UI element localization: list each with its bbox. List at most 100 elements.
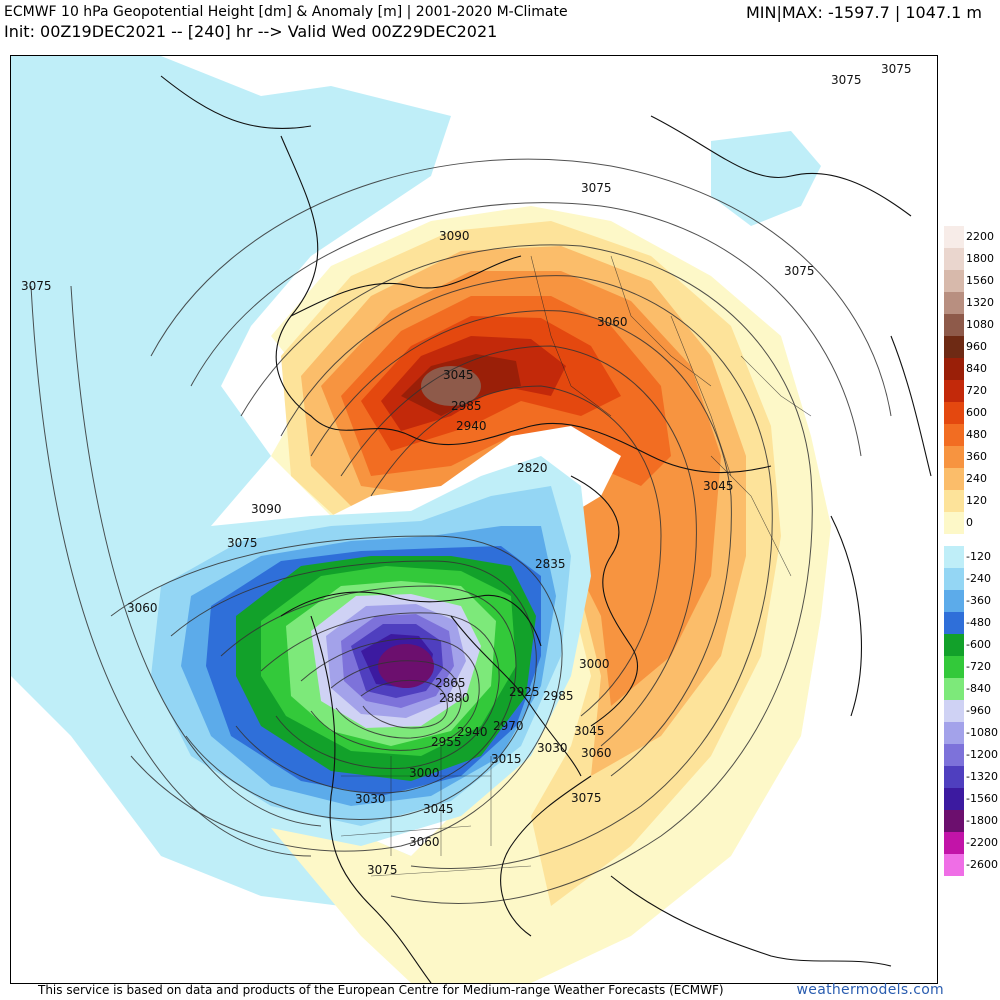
contour-label: 3060 bbox=[127, 601, 158, 615]
legend-swatch bbox=[944, 568, 964, 590]
legend-swatch bbox=[944, 766, 964, 788]
legend-label: 480 bbox=[966, 428, 987, 441]
contour-label: 3090 bbox=[251, 502, 282, 516]
legend-swatch bbox=[944, 656, 964, 678]
contour-label: 3015 bbox=[491, 752, 522, 766]
contour-label: 3075 bbox=[227, 536, 258, 550]
legend-entry: 1080 bbox=[944, 314, 1000, 336]
legend-label: -1320 bbox=[966, 770, 998, 783]
legend-swatch bbox=[944, 590, 964, 612]
legend-entry: 360 bbox=[944, 446, 1000, 468]
contour-label: 2940 bbox=[456, 419, 487, 433]
legend-label: 1080 bbox=[966, 318, 994, 331]
brand-link[interactable]: weathermodels.com bbox=[796, 982, 944, 998]
legend-entry: 240 bbox=[944, 468, 1000, 490]
legend-swatch bbox=[944, 788, 964, 810]
contour-label: 3000 bbox=[579, 657, 610, 671]
legend-positive: 2200 1800 1560 1320 1080 960 840 720 600 480 360 24… bbox=[944, 226, 1000, 534]
anomaly-map: 3075 3075 3075 3075 3075 3090 3060 3045 … bbox=[10, 55, 938, 984]
legend-swatch bbox=[944, 490, 964, 512]
legend-label: 1800 bbox=[966, 252, 994, 265]
contour-label: 3060 bbox=[409, 835, 440, 849]
contour-label: 3075 bbox=[784, 264, 815, 278]
legend-label: 120 bbox=[966, 494, 987, 507]
legend-swatch bbox=[944, 336, 964, 358]
legend-label: 0 bbox=[966, 516, 973, 529]
contour-label: 3045 bbox=[423, 802, 454, 816]
anomaly-min-core bbox=[378, 644, 434, 688]
contour-label: 3060 bbox=[597, 315, 628, 329]
legend-entry: -960 bbox=[944, 700, 1000, 722]
legend-gap bbox=[944, 534, 1000, 546]
legend-swatch bbox=[944, 380, 964, 402]
contour-label: 2835 bbox=[535, 557, 566, 571]
legend-label: -1560 bbox=[966, 792, 998, 805]
legend-entry: 120 bbox=[944, 490, 1000, 512]
legend-label: 960 bbox=[966, 340, 987, 353]
legend-swatch bbox=[944, 810, 964, 832]
anomaly-area-neg-120-west bbox=[11, 56, 451, 906]
legend-entry: 1560 bbox=[944, 270, 1000, 292]
legend-label: 1560 bbox=[966, 274, 994, 287]
legend-swatch bbox=[944, 634, 964, 656]
contour-label: 3045 bbox=[574, 724, 605, 738]
color-legend: 2200 1800 1560 1320 1080 960 840 720 600 480 360 24… bbox=[944, 226, 1000, 876]
legend-label: 720 bbox=[966, 384, 987, 397]
contour-label: 3030 bbox=[537, 741, 568, 755]
contour-label: 3075 bbox=[581, 181, 612, 195]
legend-label: -600 bbox=[966, 638, 991, 651]
contour-label: 3075 bbox=[367, 863, 398, 877]
legend-label: 2200 bbox=[966, 230, 994, 243]
init-valid-line: Init: 00Z19DEC2021 -- [240] hr --> Valid… bbox=[4, 22, 498, 41]
contour-label: 2970 bbox=[493, 719, 524, 733]
legend-label: -720 bbox=[966, 660, 991, 673]
legend-swatch bbox=[944, 832, 964, 854]
legend-label: -240 bbox=[966, 572, 991, 585]
contour-label: 3075 bbox=[881, 62, 912, 76]
legend-entry: -480 bbox=[944, 612, 1000, 634]
height-contours bbox=[30, 158, 892, 904]
legend-swatch bbox=[944, 226, 964, 248]
map-canvas: 3075 3075 3075 3075 3075 3090 3060 3045 … bbox=[11, 56, 932, 983]
legend-swatch bbox=[944, 248, 964, 270]
legend-label: 360 bbox=[966, 450, 987, 463]
legend-entry: -360 bbox=[944, 590, 1000, 612]
legend-swatch bbox=[944, 854, 964, 876]
legend-swatch bbox=[944, 744, 964, 766]
legend-label: 240 bbox=[966, 472, 987, 485]
chart-title: ECMWF 10 hPa Geopotential Height [dm] & … bbox=[4, 4, 568, 20]
legend-entry: 1320 bbox=[944, 292, 1000, 314]
data-credit: This service is based on data and produc… bbox=[38, 983, 724, 997]
contour-labels: 3075 3075 3075 3075 3075 3090 3060 3045 … bbox=[21, 62, 912, 877]
contour-label: 3075 bbox=[831, 73, 862, 87]
legend-swatch bbox=[944, 446, 964, 468]
contour-label: 2820 bbox=[517, 461, 548, 475]
legend-label: 600 bbox=[966, 406, 987, 419]
legend-entry: -1200 bbox=[944, 744, 1000, 766]
contour-label: 3090 bbox=[439, 229, 470, 243]
legend-swatch bbox=[944, 402, 964, 424]
coastlines bbox=[160, 75, 932, 983]
contour-label: 3075 bbox=[571, 791, 602, 805]
contour-label: 3075 bbox=[21, 279, 52, 293]
legend-label: 840 bbox=[966, 362, 987, 375]
legend-entry: 1800 bbox=[944, 248, 1000, 270]
legend-entry: -2200 bbox=[944, 832, 1000, 854]
contour-label: 3045 bbox=[443, 368, 474, 382]
contour-label: 3030 bbox=[355, 792, 386, 806]
anomaly-area-neg-120-east bbox=[711, 131, 821, 226]
legend-label: -1200 bbox=[966, 748, 998, 761]
legend-swatch bbox=[944, 700, 964, 722]
legend-entry: -1320 bbox=[944, 766, 1000, 788]
borders bbox=[340, 255, 812, 877]
legend-label: 1320 bbox=[966, 296, 994, 309]
legend-entry: -600 bbox=[944, 634, 1000, 656]
legend-label: -1800 bbox=[966, 814, 998, 827]
legend-entry: 480 bbox=[944, 424, 1000, 446]
min-max-readout: MIN|MAX: -1597.7 | 1047.1 m bbox=[745, 3, 982, 22]
legend-entry: 0 bbox=[944, 512, 1000, 534]
legend-entry: -1080 bbox=[944, 722, 1000, 744]
legend-entry: -2600 bbox=[944, 854, 1000, 876]
legend-entry: -240 bbox=[944, 568, 1000, 590]
contour-label: 2955 bbox=[431, 735, 462, 749]
